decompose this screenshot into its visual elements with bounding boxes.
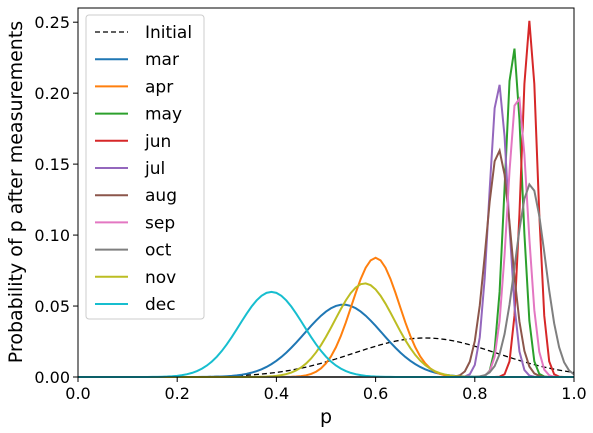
- x-tick-label: 0.8: [462, 384, 487, 403]
- legend-label-mar: mar: [145, 50, 179, 70]
- legend-label-jun: jun: [144, 132, 171, 152]
- x-tick-label: 1.0: [561, 384, 586, 403]
- y-tick-label: 0.10: [34, 226, 70, 245]
- legend-label-sep: sep: [145, 213, 175, 233]
- y-tick-label: 0.00: [34, 368, 70, 387]
- legend-frame: [85, 14, 205, 320]
- legend-label-nov: nov: [145, 268, 176, 288]
- x-tick-label: 0.2: [164, 384, 189, 403]
- y-tick-label: 0.20: [34, 84, 70, 103]
- legend-label-jul: jul: [144, 159, 165, 179]
- y-tick-label: 0.05: [34, 297, 70, 316]
- x-tick-label: 0.6: [363, 384, 388, 403]
- y-axis-label: Probability of p after measurements: [5, 21, 27, 363]
- legend: Initial mar apr may jun jul aug sep oct nov dec: [85, 14, 205, 320]
- y-tick-label: 0.25: [34, 13, 70, 32]
- x-tick-label: 0.0: [65, 384, 90, 403]
- x-axis-label: p: [320, 406, 332, 428]
- plot-frame: [77, 7, 575, 378]
- legend-label-may: may: [145, 105, 182, 125]
- legend-label-apr: apr: [145, 77, 173, 97]
- legend-label-aug: aug: [145, 186, 177, 206]
- legend-label-oct: oct: [145, 241, 172, 261]
- y-tick-label: 0.15: [34, 155, 70, 174]
- legend-label-dec: dec: [145, 295, 176, 315]
- y-axis-ticks: 0.00 0.05 0.10 0.15 0.20 0.25: [34, 13, 78, 387]
- x-tick-label: 0.4: [264, 384, 289, 403]
- legend-label-initial: Initial: [145, 23, 192, 43]
- x-axis-ticks: 0.0 0.2 0.4 0.6 0.8 1.0: [65, 377, 587, 403]
